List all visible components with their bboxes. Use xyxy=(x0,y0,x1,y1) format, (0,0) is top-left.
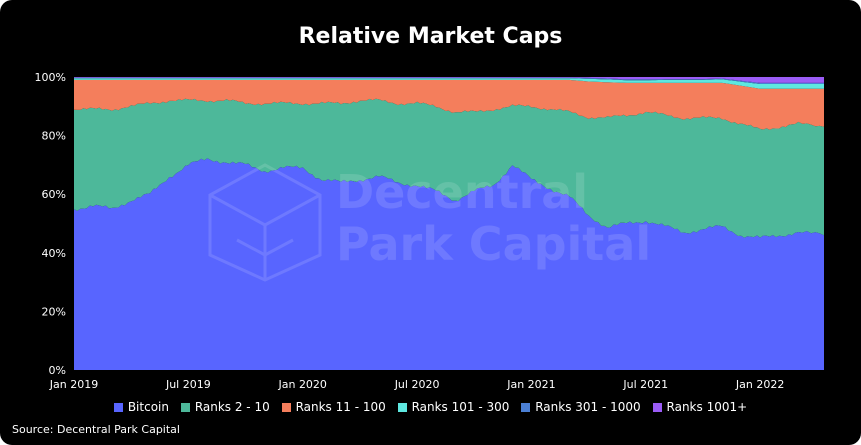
x-tick-label: Jul 2020 xyxy=(394,378,440,391)
y-tick-label: 20% xyxy=(42,305,66,318)
legend-item-ranks-101-300: Ranks 101 - 300 xyxy=(397,400,510,414)
x-tick-label: Jul 2021 xyxy=(622,378,668,391)
y-tick-label: 0% xyxy=(49,364,66,377)
legend-label: Ranks 301 - 1000 xyxy=(535,400,641,414)
legend-item-bitcoin: Bitcoin xyxy=(113,400,169,414)
legend-swatch xyxy=(521,403,531,412)
x-tick-label: Jan 2022 xyxy=(735,378,784,391)
area-ranks-11-100 xyxy=(74,79,824,130)
legend-item-ranks-301-1000: Ranks 301 - 1000 xyxy=(521,400,641,414)
y-tick-label: 100% xyxy=(35,71,66,84)
area-ranks-2-10 xyxy=(74,98,824,238)
legend-swatch xyxy=(397,403,407,412)
y-tick-label: 40% xyxy=(42,247,66,260)
x-tick-label: Jan 2019 xyxy=(49,378,98,391)
area-ranks-1001 xyxy=(74,77,824,83)
source-note: Source: Decentral Park Capital xyxy=(12,423,180,436)
legend-swatch xyxy=(652,403,662,412)
legend-swatch xyxy=(180,403,190,412)
legend-swatch xyxy=(113,403,123,412)
watermark-logo-icon xyxy=(208,163,322,282)
legend-swatch xyxy=(281,403,291,412)
legend-label: Ranks 2 - 10 xyxy=(194,400,270,414)
y-axis: 0% 20% 40% 60% 80% 100% xyxy=(35,71,66,377)
area-ranks-101-300 xyxy=(74,78,824,89)
watermark-text-line1: Decentral xyxy=(336,165,588,219)
x-axis: Jan 2019 Jul 2019 Jan 2020 Jul 2020 Jan 2021… xyxy=(49,378,785,391)
legend-item-ranks-2-10: Ranks 2 - 10 xyxy=(180,400,270,414)
legend-label: Ranks 101 - 300 xyxy=(411,400,510,414)
watermark: Decentral Park Capital xyxy=(208,163,651,282)
y-tick-label: 80% xyxy=(42,130,66,143)
chart-title: Relative Market Caps xyxy=(298,24,563,49)
series-areas xyxy=(74,77,824,370)
legend-label: Bitcoin xyxy=(127,400,169,414)
x-tick-label: Jul 2019 xyxy=(165,378,211,391)
legend-label: Ranks 1001+ xyxy=(666,400,748,414)
y-tick-label: 60% xyxy=(42,188,66,201)
legend-item-ranks-11-100: Ranks 11 - 100 xyxy=(281,400,386,414)
legend-label: Ranks 11 - 100 xyxy=(295,400,386,414)
x-tick-label: Jan 2020 xyxy=(277,378,326,391)
legend-item-ranks-1001-plus: Ranks 1001+ xyxy=(652,400,748,414)
area-bitcoin xyxy=(74,158,824,370)
x-tick-label: Jan 2021 xyxy=(506,378,555,391)
legend: Bitcoin Ranks 2 - 10 Ranks 11 - 100 Rank… xyxy=(0,400,861,414)
watermark-text-line2: Park Capital xyxy=(336,217,651,271)
